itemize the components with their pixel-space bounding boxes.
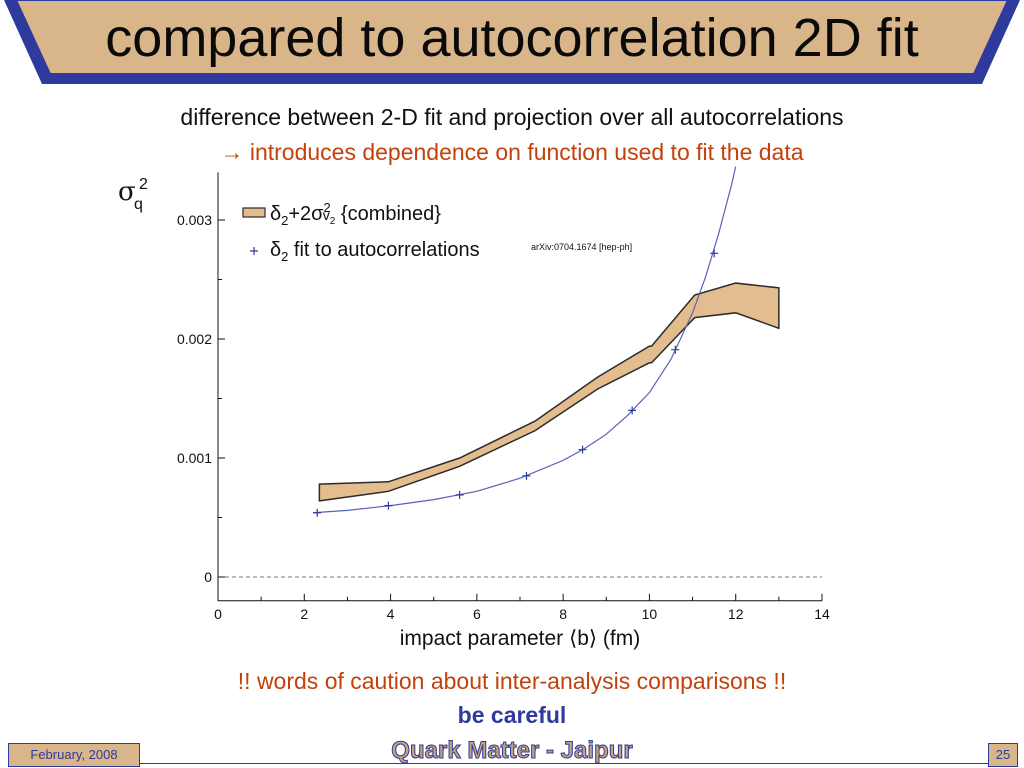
legend-band-label-part: 2 — [281, 213, 288, 228]
x-axis-label: impact parameter ⟨b⟩ (fm) — [400, 627, 640, 650]
legend-points-label-part: 2 — [281, 249, 288, 264]
data-point — [710, 249, 719, 258]
legend-band-swatch — [242, 207, 266, 218]
footer-date: February, 2008 — [8, 743, 140, 767]
y-axis-label-sub: q — [134, 196, 143, 213]
y-axis-label: σ — [118, 177, 136, 207]
x-tick-label: 2 — [300, 606, 308, 622]
data-point — [313, 508, 322, 517]
page-number: 25 — [988, 743, 1018, 767]
caution-text: !! words of caution about inter-analysis… — [237, 668, 787, 694]
footer-conference: Quark Matter - Jaipur — [391, 737, 633, 765]
subtitle-line-1: difference between 2-D fit and projectio… — [180, 104, 844, 130]
x-tick-label: 14 — [814, 606, 830, 622]
footer-divider — [8, 763, 1016, 764]
y-tick-label: 0.003 — [177, 212, 212, 228]
y-tick-label: 0.001 — [177, 450, 212, 466]
x-tick-label: 10 — [642, 606, 658, 622]
subtitle-line-2-text: introduces dependence on function used t… — [249, 139, 804, 165]
y-axis-label-sup: 2 — [139, 176, 148, 193]
data-point — [628, 406, 637, 415]
fit-curve — [312, 166, 737, 514]
legend-band-label-part: 2 — [330, 216, 336, 227]
x-tick-label: 4 — [387, 606, 395, 622]
data-point — [671, 345, 680, 354]
legend-band-label: δ2+2σ2v2 {combined} — [270, 200, 441, 228]
x-tick-label: 8 — [559, 606, 567, 622]
data-point — [384, 501, 393, 510]
data-point — [522, 471, 531, 480]
legend-band-label-part: δ — [270, 203, 281, 225]
legend-points-label-part: fit to autocorrelations — [288, 239, 479, 261]
y-tick-label: 0 — [204, 569, 212, 585]
legend-points-label: δ2 fit to autocorrelations — [270, 239, 480, 264]
y-tick-label: 0.002 — [177, 331, 212, 347]
subtitle-line-2: → introduces dependence on function used… — [0, 137, 1024, 167]
data-point — [455, 490, 464, 499]
right-arrow-icon: → — [220, 139, 244, 165]
x-tick-label: 12 — [728, 606, 744, 622]
page-title: compared to autocorrelation 2D fit — [105, 8, 919, 68]
legend-band-label-part: 2 — [324, 200, 331, 215]
be-careful-text: be careful — [457, 702, 567, 728]
arxiv-annotation: arXiv:0704.1674 [hep-ph] — [531, 242, 632, 252]
legend-points-label-part: δ — [270, 239, 281, 261]
title-banner-fill — [14, 0, 1010, 75]
data-point — [578, 445, 587, 454]
legend-band-label-part: v — [323, 207, 330, 223]
x-tick-label: 0 — [214, 606, 222, 622]
legend-point-marker — [250, 247, 258, 255]
combined-band — [318, 282, 780, 502]
legend-band-label-part: {combined} — [335, 203, 441, 225]
legend-band-label-part: +2σ — [288, 203, 324, 225]
x-tick-label: 6 — [473, 606, 481, 622]
title-banner — [4, 0, 1020, 84]
